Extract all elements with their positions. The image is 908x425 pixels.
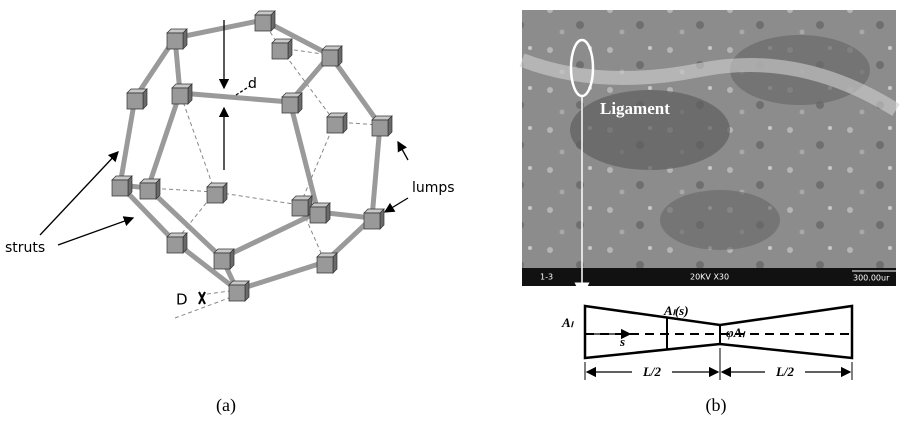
label-area-s: Aₗ(s): [663, 303, 689, 318]
lump-face: [142, 88, 148, 110]
scale-value: 300.00ur: [853, 274, 890, 283]
lump: [171, 83, 193, 105]
lump: [228, 280, 250, 302]
scale-bar: [522, 268, 896, 286]
lump-face: [111, 179, 129, 197]
lump-face: [182, 232, 188, 254]
lump: [371, 115, 393, 137]
ligament-shape: [583, 304, 854, 360]
label-s: s: [619, 334, 625, 349]
pore: [660, 190, 780, 250]
lump-face: [371, 119, 389, 137]
lump-face: [387, 115, 393, 137]
lump: [363, 208, 385, 230]
arrow: [397, 140, 409, 161]
label-lumps: lumps: [412, 180, 455, 196]
lump-face: [281, 96, 299, 114]
lump-face: [187, 83, 193, 105]
lump-face: [342, 112, 348, 134]
lump: [206, 182, 228, 204]
lump-face: [271, 42, 289, 60]
lump-face: [127, 175, 133, 197]
lump: [111, 175, 133, 197]
hidden-edge: [179, 19, 336, 206]
sample-id: 1-3: [540, 273, 553, 282]
lump: [166, 232, 188, 254]
lump-face: [316, 256, 334, 274]
lump: [309, 202, 331, 224]
lump-face: [363, 212, 381, 230]
strut: [145, 90, 321, 261]
lump-face: [228, 284, 246, 302]
lump: [254, 10, 276, 32]
lump-face: [229, 248, 235, 270]
lump-face: [213, 252, 231, 270]
lumps: [111, 10, 393, 302]
lump-face: [326, 116, 344, 134]
sem-settings: 20KV X30: [690, 273, 729, 282]
label-d: d: [248, 76, 257, 92]
lump: [291, 195, 313, 217]
arrow: [57, 216, 135, 246]
pore: [570, 90, 730, 170]
lump-face: [254, 14, 272, 32]
lump: [126, 88, 148, 110]
diameter-mark: [198, 291, 206, 305]
lump-face: [379, 208, 385, 230]
lump-face: [321, 49, 339, 67]
leader: [235, 85, 251, 96]
lump: [213, 248, 235, 270]
ligament-photo: [519, 53, 900, 116]
lump-face: [332, 252, 338, 274]
sem-image: 1-3 20KV X30 300.00ur Ligament: [519, 10, 900, 298]
label-struts: struts: [5, 240, 45, 256]
caption-b: (b): [706, 395, 727, 416]
lump-face: [126, 92, 144, 110]
lump: [166, 28, 188, 50]
lump-face: [270, 10, 276, 32]
lump-face: [325, 202, 331, 224]
lump-face: [166, 236, 184, 254]
lump: [321, 45, 343, 67]
lump-face: [309, 206, 327, 224]
ligament-model: s Aₗ(s) Aₗ φAₗ L/2 L/2: [561, 303, 854, 380]
lump: [316, 252, 338, 274]
arrow: [383, 197, 409, 213]
lump-face: [171, 87, 189, 105]
lump: [326, 112, 348, 134]
caption-a: (a): [216, 395, 236, 416]
label-half-right: L/2: [775, 364, 795, 379]
lump-face: [182, 28, 188, 50]
lump-face: [337, 45, 343, 67]
hidden-edges: [147, 19, 381, 319]
lump-face: [155, 178, 161, 200]
label-area-end: Aₗ: [561, 315, 575, 330]
lump: [271, 38, 293, 60]
label-half-left: L/2: [642, 364, 662, 379]
lump-face: [244, 280, 250, 302]
lump-face: [297, 92, 303, 114]
lump-face: [222, 182, 228, 204]
label-area-mid: φAₗ: [726, 325, 746, 340]
label-D: D: [176, 291, 188, 309]
arrow: [39, 151, 119, 236]
lump-face: [139, 182, 157, 200]
lump: [139, 178, 161, 200]
ligament-label: Ligament: [600, 99, 670, 118]
lump-face: [291, 199, 309, 217]
lump-face: [206, 186, 224, 204]
lump-face: [166, 32, 184, 50]
lump-face: [287, 38, 293, 60]
lump: [281, 92, 303, 114]
dodecahedron: [111, 10, 393, 319]
